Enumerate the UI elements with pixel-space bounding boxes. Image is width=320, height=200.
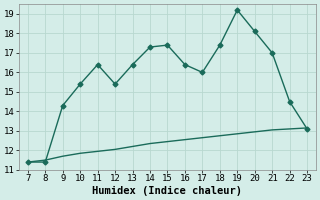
X-axis label: Humidex (Indice chaleur): Humidex (Indice chaleur) [92, 186, 243, 196]
